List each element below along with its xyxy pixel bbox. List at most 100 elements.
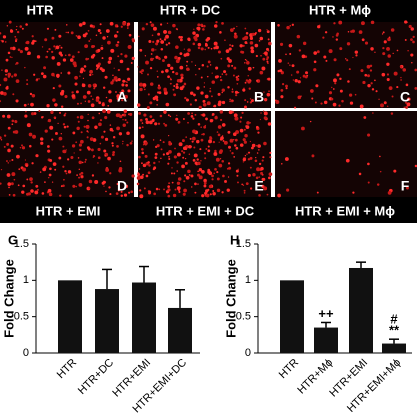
cell-spot: [221, 135, 224, 137]
cell-spot: [74, 82, 78, 86]
cell-spot: [94, 125, 98, 130]
cell-spot: [405, 186, 409, 190]
cell-spot: [350, 30, 353, 33]
cell-spot: [104, 154, 107, 157]
cell-spot: [16, 30, 20, 34]
cell-spot: [143, 85, 146, 88]
cell-spot: [209, 119, 214, 123]
bar: [168, 307, 192, 353]
cell-spot: [2, 114, 6, 118]
cell-spot: [1, 69, 3, 71]
cell-spot: [42, 167, 47, 172]
cell-spot: [230, 28, 234, 32]
cell-spot: [360, 21, 365, 26]
cell-spot: [268, 176, 271, 180]
panel-letter: F: [401, 178, 410, 194]
cell-spot: [231, 44, 234, 47]
cell-spot: [48, 192, 53, 197]
cell-spot: [361, 38, 365, 42]
cell-spot: [105, 190, 107, 193]
y-tick-label: 1: [23, 274, 29, 286]
cell-spot: [148, 39, 152, 43]
cell-spot: [404, 101, 408, 104]
cell-spot: [168, 156, 170, 158]
cell-spot: [249, 166, 252, 169]
cell-spot: [139, 87, 143, 92]
cell-spot: [268, 94, 271, 96]
cell-spot: [214, 167, 217, 171]
cell-spot: [379, 155, 381, 158]
cell-spot: [0, 39, 2, 42]
cell-spot: [244, 99, 247, 102]
cell-spot: [188, 144, 192, 149]
cell-spot: [138, 175, 141, 178]
panel-letter: C: [400, 89, 410, 105]
cell-spot: [26, 23, 28, 26]
cell-spot: [201, 194, 205, 198]
cell-spot: [172, 88, 175, 91]
cell-spot: [249, 101, 253, 104]
cell-spot: [224, 39, 226, 42]
cell-spot: [178, 35, 181, 39]
cell-spot: [48, 173, 52, 177]
cell-spot: [380, 103, 384, 108]
cell-spot: [34, 190, 39, 195]
cell-spot: [221, 110, 223, 112]
cell-spot: [249, 41, 254, 45]
cell-spot: [412, 35, 415, 39]
cell-spot: [263, 91, 265, 93]
cell-spot: [210, 47, 213, 50]
cell-spot: [156, 104, 158, 106]
cell-spot: [117, 55, 120, 58]
cell-spot: [320, 102, 323, 105]
cell-spot: [391, 95, 394, 98]
cell-spot: [59, 91, 64, 96]
cell-spot: [345, 158, 350, 163]
cell-spot: [382, 31, 385, 34]
cell-spot: [80, 131, 83, 134]
cell-spot: [196, 86, 200, 90]
cell-spot: [225, 49, 230, 53]
cell-spot: [203, 152, 207, 155]
cell-spot: [95, 64, 99, 68]
cell-spot: [157, 84, 161, 87]
cell-spot: [244, 59, 247, 61]
cell-spot: [247, 151, 251, 154]
cell-spot: [30, 189, 34, 193]
cell-spot: [92, 45, 96, 48]
cell-spot: [0, 91, 4, 95]
cell-spot: [49, 167, 52, 171]
cell-spot: [332, 102, 337, 107]
cell-spot: [231, 100, 234, 103]
cell-spot: [245, 182, 249, 186]
cell-spot: [152, 57, 155, 60]
cell-spot: [378, 98, 380, 101]
cell-spot: [118, 132, 123, 136]
cell-spot: [261, 184, 265, 188]
cell-spot: [62, 184, 65, 188]
cell-spot: [83, 65, 87, 68]
cell-spot: [104, 75, 108, 79]
cell-spot: [26, 123, 31, 128]
cell-spot: [160, 157, 162, 160]
cell-spot: [39, 137, 44, 141]
cell-spot: [208, 139, 213, 144]
cell-spot: [117, 69, 120, 71]
cell-spot: [17, 48, 21, 52]
cell-spot: [260, 54, 262, 57]
cell-spot: [212, 192, 216, 196]
panel-letter: E: [254, 178, 263, 194]
cell-spot: [229, 98, 232, 101]
cell-spot: [152, 40, 155, 43]
cell-spot: [291, 64, 295, 68]
cell-spot: [97, 147, 101, 152]
cell-spot: [150, 23, 155, 27]
cell-spot: [92, 74, 94, 76]
cell-spot: [205, 189, 209, 193]
cell-spot: [197, 183, 199, 185]
cell-spot: [157, 122, 161, 125]
cell-spot: [22, 167, 27, 172]
cell-spot: [151, 34, 154, 37]
cell-spot: [210, 95, 213, 98]
cell-spot: [183, 188, 187, 193]
